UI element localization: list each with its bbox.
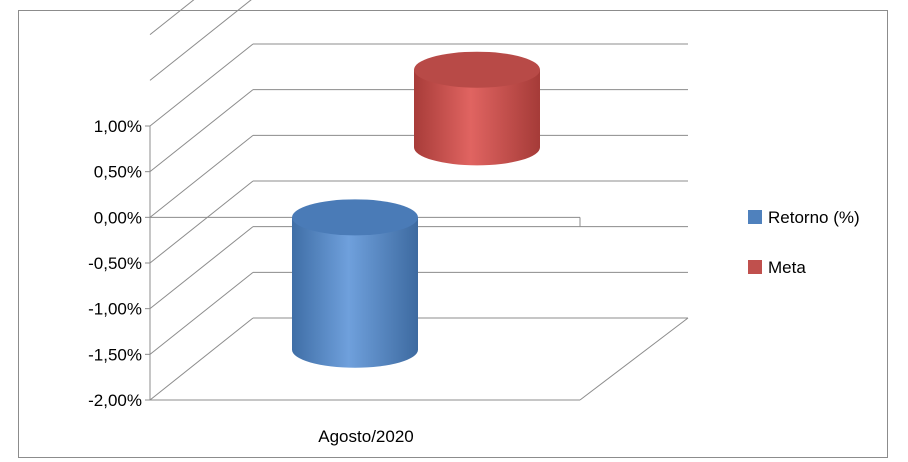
gridline-side xyxy=(149,43,254,127)
bar-body xyxy=(414,69,540,166)
grid-layer xyxy=(149,0,689,401)
gridline-side xyxy=(149,89,254,173)
legend-item: Meta xyxy=(748,258,806,277)
legend-item: Retorno (%) xyxy=(748,208,860,227)
legend-swatch xyxy=(748,210,762,224)
bars-layer xyxy=(292,51,540,368)
y-tick-label: -0,50% xyxy=(88,254,142,273)
gridline-side xyxy=(149,317,254,401)
legend: Retorno (%) Meta xyxy=(748,208,860,277)
gridline-side xyxy=(149,134,254,218)
y-tick-label: -1,50% xyxy=(88,345,142,364)
y-tick-label: 0,50% xyxy=(94,163,142,182)
bar-meta xyxy=(414,51,540,166)
bar-body xyxy=(292,217,418,368)
y-tick-label: 1,00% xyxy=(94,117,142,136)
gridline-side xyxy=(149,226,254,310)
gridline-side xyxy=(149,0,252,81)
floor-right-edge xyxy=(579,317,689,401)
legend-label: Retorno (%) xyxy=(768,208,860,227)
y-tick-label: -1,00% xyxy=(88,300,142,319)
y-tick-label: 0,00% xyxy=(94,208,142,227)
chart-frame xyxy=(18,10,888,458)
bar-retorno xyxy=(292,199,418,368)
axis-layer: 1,00% 0,50% 0,00% -0,50% -1,00% -1,50% -2,00% A… xyxy=(88,117,581,446)
y-tick-label: -2,00% xyxy=(88,391,142,410)
gridline-side xyxy=(149,180,254,264)
legend-swatch xyxy=(748,260,762,274)
legend-label: Meta xyxy=(768,258,806,277)
x-tick-label: Agosto/2020 xyxy=(318,427,413,446)
bar-top xyxy=(292,199,418,236)
gridline-side xyxy=(149,271,254,355)
gridline-side xyxy=(149,0,195,36)
bar-top xyxy=(414,51,540,88)
